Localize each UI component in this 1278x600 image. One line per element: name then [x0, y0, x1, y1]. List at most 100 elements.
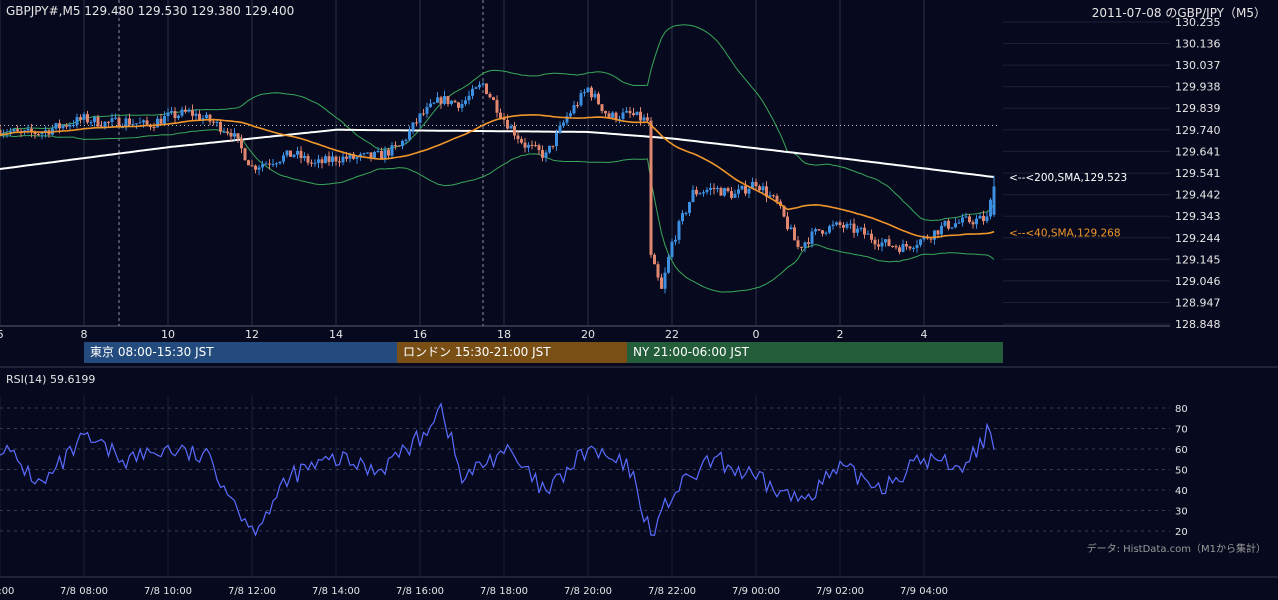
candle: [758, 186, 761, 191]
x-tick-label: 2: [837, 328, 844, 341]
candle: [740, 185, 744, 190]
candle: [982, 215, 985, 222]
candle: [530, 144, 534, 146]
candle: [551, 145, 555, 147]
candle: [807, 242, 810, 244]
x-tick-label-bottom: 7/8 20:00: [564, 586, 612, 597]
x-tick-label-bottom: 7/8 08:00: [60, 586, 108, 597]
candle: [177, 115, 180, 119]
candle: [789, 227, 793, 230]
candle: [516, 135, 520, 140]
candle: [866, 233, 870, 235]
candle: [285, 150, 289, 156]
candle: [891, 245, 894, 247]
x-tick-label: 4: [921, 328, 928, 341]
price-tick-label: 130.037: [1175, 59, 1221, 72]
candle: [114, 117, 117, 119]
candle: [296, 150, 299, 155]
candle: [681, 213, 684, 222]
x-tick-label-bottom: 06:00: [0, 586, 14, 597]
candle: [261, 164, 264, 168]
candle: [72, 125, 75, 127]
candle: [600, 104, 604, 112]
candle: [964, 216, 968, 218]
candle: [100, 126, 103, 128]
candle: [397, 145, 401, 147]
candle: [772, 195, 775, 197]
session-ny: NY 21:00-06:00 JST: [627, 342, 1003, 363]
candle: [971, 222, 975, 225]
x-tick-label: 20: [581, 328, 595, 341]
candle: [572, 105, 576, 114]
candle: [929, 238, 933, 240]
candle: [313, 162, 317, 164]
candle: [415, 122, 418, 124]
candle: [380, 151, 383, 159]
candle: [912, 247, 915, 249]
candle: [467, 95, 471, 101]
candle: [16, 129, 19, 132]
candle: [422, 113, 425, 115]
candle: [362, 153, 366, 155]
x-tick-label: 12: [245, 328, 259, 341]
candle: [264, 163, 268, 165]
candle: [541, 149, 544, 158]
symbol-ohlc-label: GBPJPY#,M5 129.480 129.530 129.380 129.4…: [6, 4, 295, 18]
candle: [257, 167, 261, 170]
candle: [677, 221, 681, 240]
candle: [653, 254, 656, 265]
candle: [103, 121, 107, 128]
candle: [68, 125, 72, 127]
candle: [660, 277, 663, 289]
candle: [978, 215, 982, 219]
candle: [142, 120, 145, 123]
candle: [303, 155, 306, 159]
candle: [698, 193, 702, 195]
x-tick-label-bottom: 7/8 16:00: [396, 586, 444, 597]
x-tick-label-bottom: 7/9 02:00: [816, 586, 864, 597]
candle: [247, 160, 250, 166]
candle: [943, 220, 947, 226]
candle: [327, 156, 331, 162]
candle: [828, 226, 831, 233]
candle: [880, 242, 884, 247]
session-london: ロンドン 15:30-21:00 JST: [397, 342, 627, 363]
candle: [975, 218, 978, 225]
price-tick-label: 129.740: [1175, 124, 1221, 137]
candle: [170, 111, 173, 113]
price-tick-label: 130.136: [1175, 38, 1221, 51]
candle: [464, 100, 467, 104]
candle: [184, 109, 187, 112]
candle: [366, 152, 369, 154]
candle: [9, 131, 12, 134]
candle: [744, 185, 747, 194]
candle: [75, 117, 79, 126]
candle: [485, 83, 488, 94]
candle: [268, 163, 271, 165]
candle: [646, 117, 649, 121]
candle: [275, 163, 278, 165]
candle: [754, 181, 758, 187]
candle: [408, 130, 411, 140]
candle: [79, 117, 82, 120]
candle: [173, 111, 177, 119]
candle: [845, 223, 849, 228]
candle: [443, 95, 446, 104]
candle: [625, 110, 628, 113]
candle: [135, 123, 138, 125]
candle: [201, 118, 205, 120]
candle: [786, 216, 789, 230]
bollinger-lower: [0, 129, 995, 293]
candle: [856, 228, 859, 233]
candle: [810, 231, 814, 244]
sma40-label: <--<40,SMA,129.268: [1009, 228, 1121, 240]
candle: [723, 188, 726, 196]
candle: [702, 192, 705, 194]
candle: [796, 240, 800, 247]
candle: [954, 223, 957, 228]
candle: [460, 103, 464, 108]
candle: [523, 142, 527, 148]
candle: [334, 156, 338, 162]
candle: [96, 116, 100, 127]
candle: [282, 155, 285, 162]
